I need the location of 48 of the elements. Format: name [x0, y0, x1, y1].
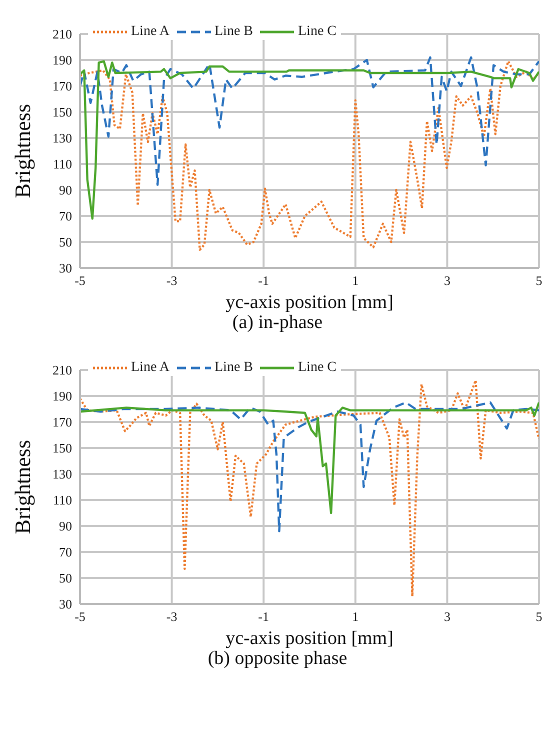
y-tick-label: 150	[52, 104, 72, 120]
y-tick-label: 50	[59, 570, 72, 586]
x-axis-title: yc-axis position [mm]	[226, 628, 394, 649]
y-tick-label: 30	[59, 260, 72, 276]
legend-label: Line C	[298, 24, 336, 40]
x-tick-label: -3	[166, 273, 178, 288]
text: (a) in-phase	[232, 312, 324, 335]
y-tick-label: 110	[52, 492, 72, 508]
y-tick-label: 210	[52, 26, 72, 42]
legend-label: Line B	[214, 24, 253, 40]
line-series	[80, 60, 539, 251]
legend-label: Line A	[131, 360, 170, 376]
x-tick-label: 5	[536, 273, 542, 288]
y-tick-label: 110	[52, 156, 72, 172]
x-tick-label: -1	[258, 609, 270, 624]
y-tick-label: 170	[52, 78, 72, 94]
x-tick-label: 1	[352, 273, 359, 288]
line-series	[80, 60, 539, 220]
x-tick-label: -3	[166, 609, 178, 624]
legend-label: Line C	[298, 360, 336, 376]
x-tick-label: 3	[444, 273, 450, 288]
x-tick-label: 3	[444, 609, 450, 624]
legend-label: Line B	[214, 360, 253, 376]
y-tick-label: 50	[59, 234, 72, 250]
y-tick-label: 190	[52, 52, 72, 68]
y-tick-label: 190	[52, 388, 72, 404]
y-tick-label: 30	[59, 596, 72, 612]
x-tick-label: -5	[74, 609, 86, 624]
legend-label: Line A	[131, 24, 170, 40]
x-tick-label: 5	[536, 609, 542, 624]
line-series	[80, 56, 539, 186]
y-axis-title: Brightness	[10, 440, 35, 534]
y-tick-label: 210	[52, 362, 72, 378]
y-axis-title: Brightness	[10, 104, 35, 198]
y-tick-label: 70	[59, 544, 72, 560]
y-tick-label: 90	[59, 518, 72, 534]
x-tick-label: 1	[352, 609, 359, 624]
line-series	[80, 379, 539, 598]
x-tick-label: -1	[258, 273, 270, 288]
y-tick-label: 130	[52, 130, 72, 146]
y-tick-label: 70	[59, 208, 72, 224]
y-tick-label: 90	[59, 182, 72, 198]
x-axis-title: yc-axis position [mm]	[226, 292, 394, 313]
y-tick-label: 150	[52, 440, 72, 456]
x-tick-label: -5	[74, 273, 86, 288]
text: (b) opposite phase	[206, 648, 348, 671]
y-tick-label: 130	[52, 466, 72, 482]
y-tick-label: 170	[52, 414, 72, 430]
